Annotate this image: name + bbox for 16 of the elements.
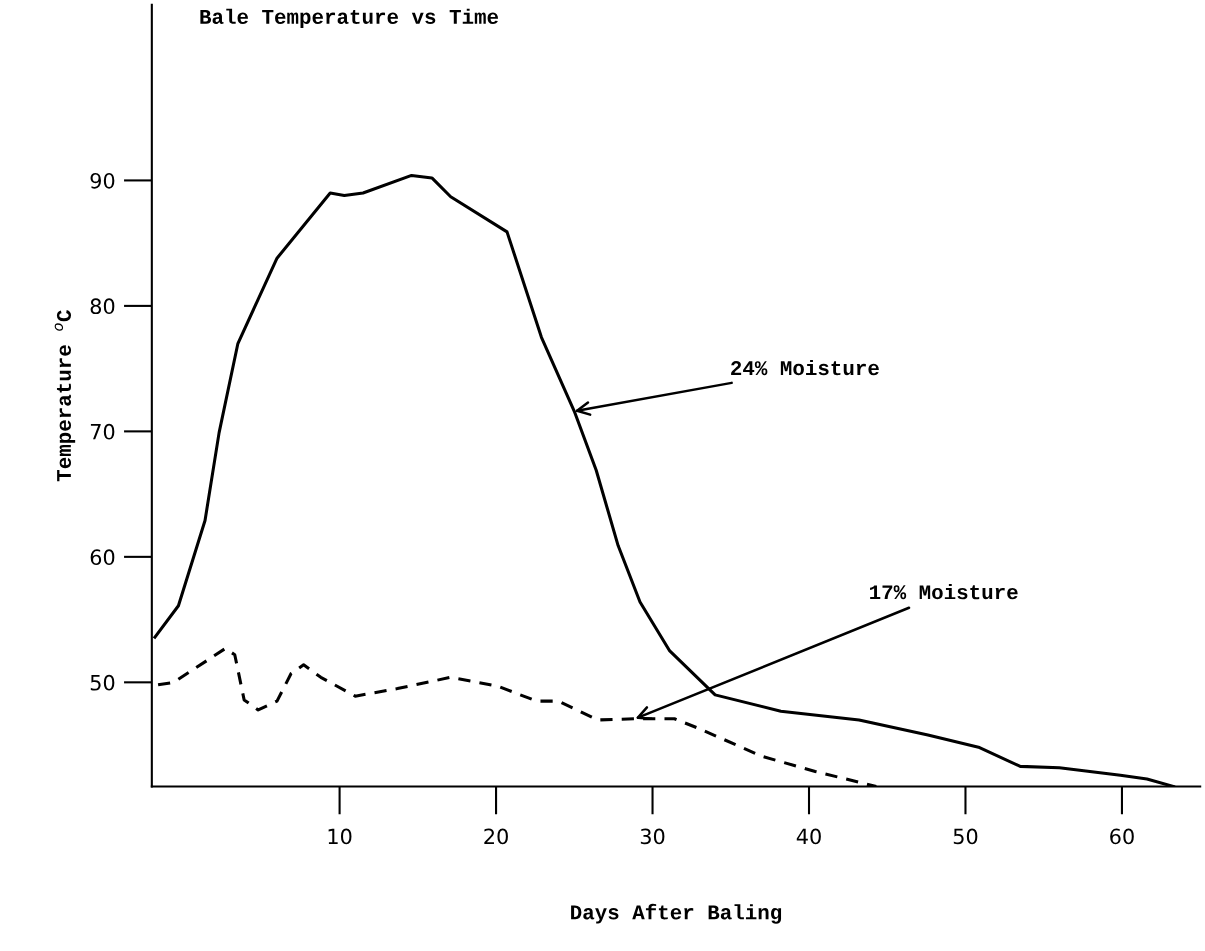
y-tick-label: 70	[90, 423, 115, 440]
annotation: 24% Moisture	[731, 359, 879, 376]
x-tick-label: 50	[953, 828, 978, 845]
x-tick-label: 30	[640, 828, 665, 845]
chart-title: Bale Temperature vs Time	[200, 8, 499, 29]
x-tick-label: 20	[484, 828, 508, 845]
x-tick-label: 60	[1110, 828, 1134, 845]
annotation: 17% Moisture	[870, 584, 1018, 600]
x-tick-label: 10	[328, 828, 352, 845]
x-axis-title: Days After Baling	[571, 903, 782, 924]
y-tick-label: 50	[90, 674, 115, 691]
y-tick-label: 80	[90, 298, 115, 315]
x-tick-label: 40	[796, 828, 821, 845]
y-tick-label: 60	[90, 549, 115, 566]
y-tick-label: 90	[90, 172, 115, 189]
y-axis-title: Temperature $^{o}$C	[54, 310, 76, 482]
